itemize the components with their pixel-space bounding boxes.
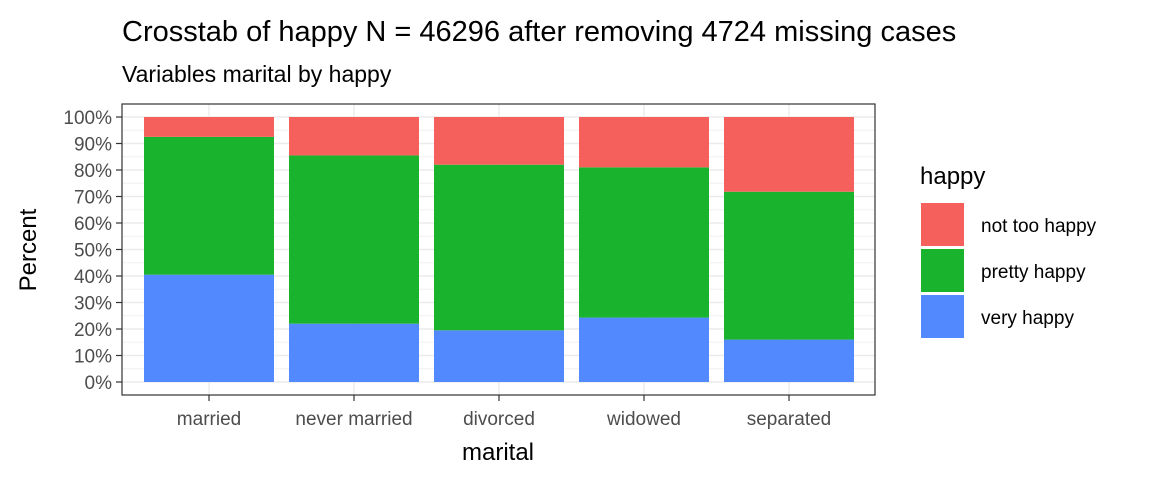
legend-label: not too happy — [981, 216, 1097, 237]
legend-label: pretty happy — [981, 262, 1086, 283]
x-tick-label: divorced — [463, 409, 535, 430]
bar-segment — [434, 117, 564, 165]
y-axis-title: Percent — [15, 208, 42, 291]
bar-segment — [144, 274, 274, 382]
y-tick-label: 50% — [74, 241, 112, 262]
legend-swatch — [921, 295, 964, 338]
bar-segment — [289, 155, 419, 324]
bar-segment — [579, 167, 709, 318]
chart-title: Crosstab of happy N = 46296 after removi… — [122, 16, 956, 48]
bar-segment — [289, 323, 419, 382]
y-tick-label: 70% — [74, 188, 112, 209]
bar-segment — [724, 117, 854, 192]
bar-segment — [579, 317, 709, 382]
y-tick-label: 80% — [74, 161, 112, 182]
y-tick-label: 60% — [74, 214, 112, 235]
y-tick-label: 40% — [74, 267, 112, 288]
x-tick-label: separated — [747, 409, 832, 430]
bar-segment — [289, 117, 419, 156]
y-tick-label: 10% — [74, 347, 112, 368]
bar-segment — [579, 117, 709, 168]
legend-label: very happy — [981, 308, 1074, 329]
x-tick-label: widowed — [606, 409, 681, 430]
y-tick-label: 20% — [74, 320, 112, 341]
chart-subtitle: Variables marital by happy — [122, 61, 392, 87]
bar-segment — [144, 117, 274, 137]
legend-swatch — [921, 249, 964, 292]
y-axis: 0% 10% 20% 30% 40% 50% 60% 70% 80% 90% 100% — [63, 108, 122, 394]
bars — [144, 117, 854, 382]
bar-segment — [434, 330, 564, 382]
y-tick-label: 0% — [85, 373, 113, 394]
legend-swatch — [921, 203, 964, 246]
bar-segment — [144, 136, 274, 275]
y-tick-label: 100% — [63, 108, 112, 129]
bar-segment — [724, 339, 854, 382]
y-tick-label: 90% — [74, 135, 112, 156]
bar-segment — [724, 191, 854, 340]
y-tick-label: 30% — [74, 294, 112, 315]
legend-title: happy — [920, 163, 985, 190]
legend: happy not too happy pretty happy very happ… — [920, 163, 1097, 338]
legend-items: not too happy pretty happy very happy — [921, 203, 1097, 338]
x-tick-label: never married — [295, 409, 412, 430]
x-axis-title: marital — [462, 439, 534, 466]
bar-segment — [434, 164, 564, 331]
x-tick-label: married — [177, 409, 241, 430]
x-axis: married never married divorced widowed separ… — [177, 395, 831, 430]
